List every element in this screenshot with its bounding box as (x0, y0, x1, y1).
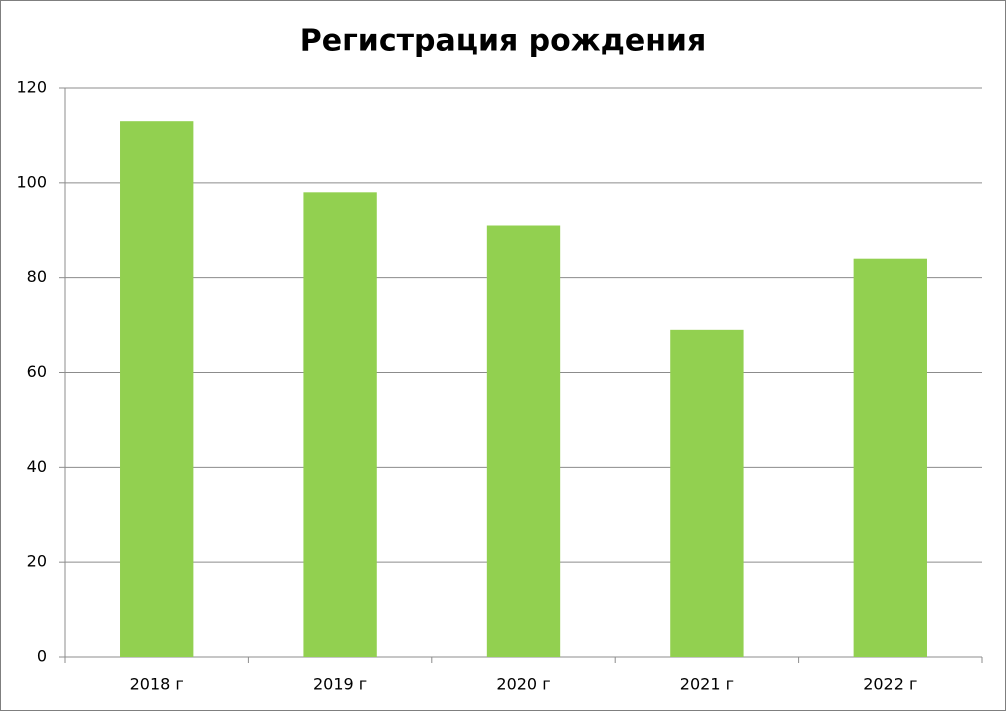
y-tick-label: 40 (27, 457, 47, 476)
bar (486, 225, 561, 657)
chart-title: Регистрация рождения (300, 24, 706, 59)
bar (853, 258, 927, 657)
bar (120, 121, 194, 658)
x-tick-label: 2018 г (130, 675, 184, 694)
y-tick-label: 100 (16, 172, 47, 191)
x-tick-label: 2022 г (863, 675, 917, 694)
y-tick-label: 20 (27, 552, 47, 571)
y-tick-label: 0 (37, 647, 47, 666)
y-tick-label: 80 (27, 267, 47, 286)
y-tick-label: 60 (27, 362, 47, 381)
y-tick-label: 120 (16, 78, 47, 97)
x-tick-label: 2021 г (680, 675, 734, 694)
x-tick-label: 2019 г (313, 675, 367, 694)
x-tick-label: 2020 г (496, 675, 550, 694)
bar (670, 329, 744, 657)
bar (303, 192, 377, 658)
